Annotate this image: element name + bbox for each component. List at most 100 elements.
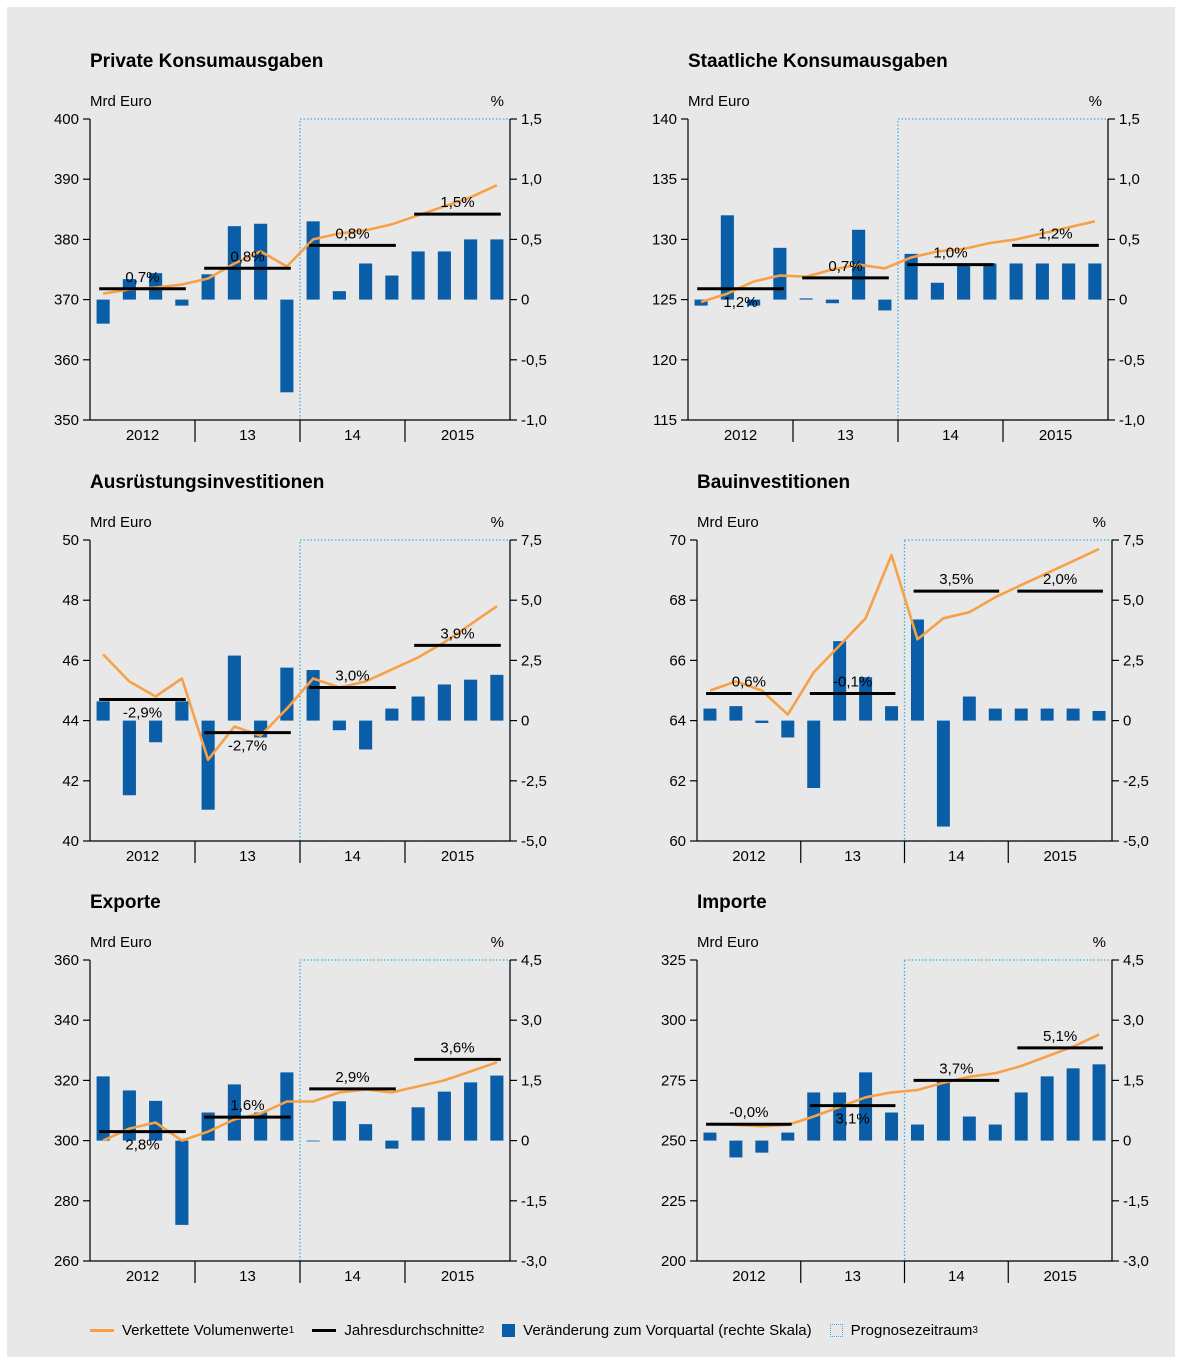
left-axis-unit: Mrd Euro: [90, 514, 152, 531]
change-bar: [385, 708, 399, 721]
change-bar: [332, 720, 346, 731]
right-tick-label: 0: [521, 292, 529, 309]
change-bar: [359, 1124, 373, 1141]
change-bar: [411, 696, 425, 721]
change-bar: [729, 1140, 743, 1158]
x-tick-label: 14: [344, 427, 361, 444]
x-tick-label: 13: [844, 1268, 861, 1285]
right-tick-label: 0: [1123, 713, 1131, 730]
left-axis-unit: Mrd Euro: [688, 93, 750, 110]
legend-swatch-change: [502, 1323, 516, 1337]
left-tick-label: 115: [653, 412, 677, 429]
change-bar: [359, 263, 373, 300]
change-bar: [1035, 263, 1049, 300]
forecast-box: [903, 959, 1113, 1262]
change-bar: [1066, 1068, 1080, 1141]
left-tick-label: 380: [54, 231, 79, 248]
change-bar: [703, 1132, 717, 1141]
legend-sup-forecast: 3: [972, 1324, 978, 1336]
right-tick-label: 1,5: [521, 111, 542, 128]
x-tick-label: 13: [239, 848, 256, 865]
change-bar: [254, 1112, 268, 1141]
change-bar: [781, 720, 795, 738]
change-bar: [280, 1072, 294, 1141]
chart-title: Bauinvestitionen: [697, 472, 850, 493]
left-tick-label: 260: [54, 1253, 79, 1270]
chart-title: Staatliche Konsumausgaben: [688, 51, 948, 72]
legend-item-annual: Jahresdurchschnitte 2: [312, 1322, 484, 1339]
change-bar: [385, 275, 399, 300]
right-tick-label: -0,5: [1119, 352, 1145, 369]
right-tick-label: 3,0: [1123, 1012, 1144, 1029]
change-bar: [1088, 263, 1102, 300]
change-bar: [175, 299, 189, 306]
left-axis-unit: Mrd Euro: [697, 514, 759, 531]
change-bar: [1040, 1076, 1054, 1141]
change-bar: [747, 299, 761, 306]
x-tick-label: 14: [344, 848, 361, 865]
x-tick-label: 13: [239, 1268, 256, 1285]
annual-average-label: -0,1%: [833, 674, 872, 691]
left-tick-label: 340: [54, 1012, 79, 1029]
right-axis-unit: %: [491, 93, 504, 110]
x-tick-label: 2015: [1043, 848, 1076, 865]
right-tick-label: 7,5: [1123, 532, 1144, 549]
left-tick-label: 350: [54, 412, 79, 429]
legend-sup-annual: 2: [478, 1324, 485, 1336]
left-tick-label: 44: [62, 713, 79, 730]
left-tick-label: 200: [661, 1253, 686, 1270]
left-axis-unit: Mrd Euro: [90, 934, 152, 951]
annual-average-label: 3,5%: [939, 571, 973, 588]
change-bar: [1014, 1092, 1028, 1141]
legend-item-volume: Verkettete Volumenwerte 1: [90, 1322, 294, 1339]
change-bar: [807, 720, 821, 789]
change-bar: [1066, 708, 1080, 721]
chart-5: Exporte Mrd Euro % 360 4,5 340 3,0 320 1,5 300 0 28…: [54, 892, 547, 1285]
x-tick-label: 2015: [441, 427, 474, 444]
left-tick-label: 70: [669, 532, 686, 549]
change-bar: [773, 247, 787, 300]
annual-average-label: 3,7%: [939, 1060, 973, 1077]
left-tick-label: 320: [54, 1072, 79, 1089]
forecast-box: [903, 539, 1113, 842]
x-tick-label: 14: [948, 848, 965, 865]
left-tick-label: 135: [652, 171, 677, 188]
legend-label-change: Veränderung zum Vorquartal (rechte Skala…: [523, 1321, 812, 1339]
left-tick-label: 60: [669, 833, 686, 850]
change-bar: [1092, 1064, 1106, 1141]
right-tick-label: 0,5: [1119, 231, 1140, 248]
right-tick-label: 0: [521, 1133, 529, 1150]
right-tick-label: -2,5: [1123, 773, 1149, 790]
left-tick-label: 325: [661, 952, 686, 969]
left-tick-label: 300: [54, 1133, 79, 1150]
change-bar: [227, 655, 241, 721]
change-bar: [1092, 710, 1106, 721]
change-bar: [962, 1116, 976, 1141]
change-bar: [988, 708, 1002, 721]
change-bar: [464, 679, 478, 721]
right-tick-label: 4,5: [1123, 952, 1144, 969]
change-bar: [464, 239, 478, 300]
change-bar: [437, 684, 451, 721]
x-tick-label: 2012: [126, 1268, 159, 1285]
legend-swatch-annual: [312, 1328, 337, 1332]
change-bar: [385, 1140, 399, 1149]
annual-average-label: 0,8%: [335, 225, 369, 242]
volume-line: [102, 184, 498, 295]
change-bar: [885, 706, 899, 721]
change-bar: [1009, 263, 1023, 300]
change-bar: [96, 299, 110, 324]
right-tick-label: -1,5: [1123, 1193, 1149, 1210]
volume-line: [709, 547, 1100, 716]
annual-average-label: 1,6%: [230, 1097, 264, 1114]
change-bar: [306, 1140, 320, 1142]
right-tick-label: 7,5: [521, 532, 542, 549]
annual-average-label: 0,6%: [732, 674, 766, 691]
change-bar: [1014, 708, 1028, 721]
left-tick-label: 130: [652, 231, 677, 248]
change-bar: [411, 251, 425, 300]
change-bar: [910, 1124, 924, 1141]
change-bar: [755, 720, 769, 724]
left-tick-label: 360: [54, 352, 79, 369]
